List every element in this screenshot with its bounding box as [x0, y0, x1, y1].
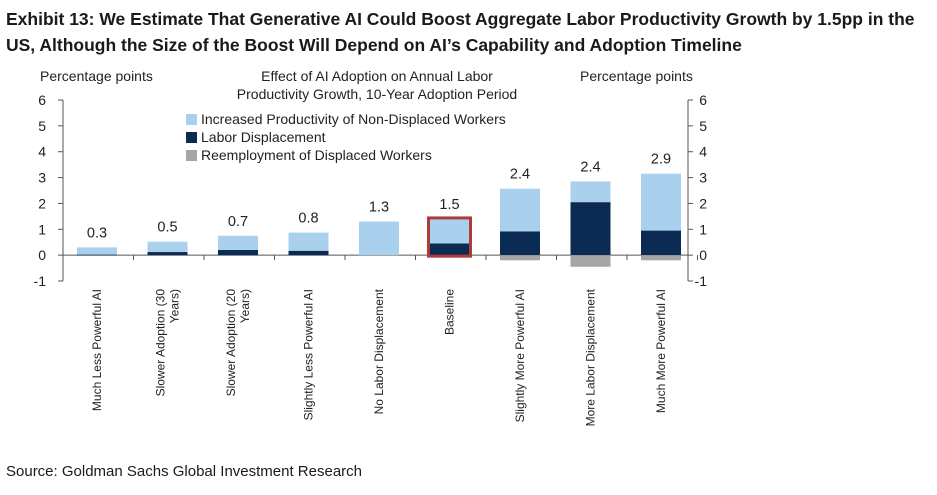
y-tick-label-left: 2 [38, 195, 46, 211]
bar-displacement-2 [147, 252, 188, 256]
source-note: Source: Goldman Sachs Global Investment … [6, 463, 363, 480]
category-label-8: More Labor Displacement [584, 288, 598, 426]
legend-swatch-non_displaced [186, 114, 197, 125]
category-label-7: Slightly More Powerful AI [513, 289, 527, 422]
bar-non_displaced-9 [641, 173, 681, 231]
category-label-3: Slower Adoption (20 [224, 289, 238, 397]
legend-label-displacement: Labor Displacement [201, 129, 326, 145]
bar-reemployment-9 [641, 255, 681, 261]
bar-non_displaced-3 [218, 235, 258, 250]
category-label-9: Much More Powerful AI [654, 289, 668, 413]
chart-title-line-1: Effect of AI Adoption on Annual Labor [261, 68, 493, 84]
bar-reemployment-8 [570, 255, 611, 267]
category-label-2: Slower Adoption (30 [154, 289, 168, 397]
bar-reemployment-7 [500, 255, 540, 261]
legend-swatch-reemployment [186, 150, 197, 161]
y-tick-label-right: 4 [699, 144, 707, 160]
y-tick-label-left: 4 [38, 144, 46, 160]
bar-non_displaced-6 [429, 218, 470, 244]
bar-non_displaced-7 [500, 188, 540, 232]
total-label-6: 1.5 [439, 197, 459, 213]
y-tick-label-right: 2 [699, 195, 707, 211]
y-tick-label-left: -1 [34, 273, 47, 289]
y-tick-label-right: -1 [695, 273, 708, 289]
bar-non_displaced-5 [359, 221, 399, 256]
category-label-5: No Labor Displacement [372, 288, 386, 414]
total-label-7: 2.4 [510, 167, 530, 183]
category-label-4: Slightly Less Powerful AI [302, 289, 316, 420]
bar-displacement-3 [218, 249, 258, 256]
bar-displacement-8 [570, 202, 611, 256]
y-tick-label-left: 6 [38, 92, 46, 108]
category-label-2: Years) [168, 289, 182, 323]
total-label-9: 2.9 [651, 152, 671, 168]
bar-displacement-4 [288, 250, 329, 256]
bar-displacement-7 [500, 231, 540, 256]
legend-label-reemployment: Reemployment of Displaced Workers [201, 147, 432, 163]
category-label-6: Baseline [443, 289, 457, 335]
bar-displacement-9 [641, 230, 681, 256]
y-tick-label-left: 1 [38, 221, 46, 237]
bar-displacement-1 [77, 254, 117, 256]
y-tick-label-right: 3 [699, 170, 707, 186]
category-label-3: Years) [238, 289, 252, 323]
bar-non_displaced-1 [77, 247, 117, 255]
total-label-2: 0.5 [157, 220, 177, 236]
y-tick-label-left: 3 [38, 170, 46, 186]
exhibit-title: Exhibit 13: We Estimate That Generative … [6, 9, 915, 55]
legend-label-non_displaced: Increased Productivity of Non-Displaced … [201, 111, 506, 127]
bar-non_displaced-4 [288, 232, 329, 251]
y-tick-label-right: 6 [699, 92, 707, 108]
baseline-highlight-box [427, 216, 472, 258]
legend-swatch-displacement [186, 132, 197, 143]
y-axis-label-left: Percentage points [40, 68, 153, 84]
total-label-8: 2.4 [580, 159, 600, 175]
y-tick-label-right: 1 [699, 221, 707, 237]
category-label-1: Much Less Powerful AI [90, 289, 104, 411]
y-tick-label-left: 0 [38, 247, 46, 263]
bar-non_displaced-2 [147, 241, 188, 253]
bar-displacement-6 [429, 243, 470, 256]
total-label-4: 0.8 [298, 211, 318, 227]
chart-title-line-2: Productivity Growth, 10-Year Adoption Pe… [237, 86, 517, 102]
y-tick-label-left: 5 [38, 118, 46, 134]
y-axis-label-right: Percentage points [580, 68, 693, 84]
total-label-1: 0.3 [87, 225, 107, 241]
y-tick-label-right: 0 [699, 247, 707, 263]
total-label-5: 1.3 [369, 200, 389, 216]
bar-non_displaced-8 [570, 181, 611, 203]
y-tick-label-right: 5 [699, 118, 707, 134]
total-label-3: 0.7 [228, 214, 248, 230]
